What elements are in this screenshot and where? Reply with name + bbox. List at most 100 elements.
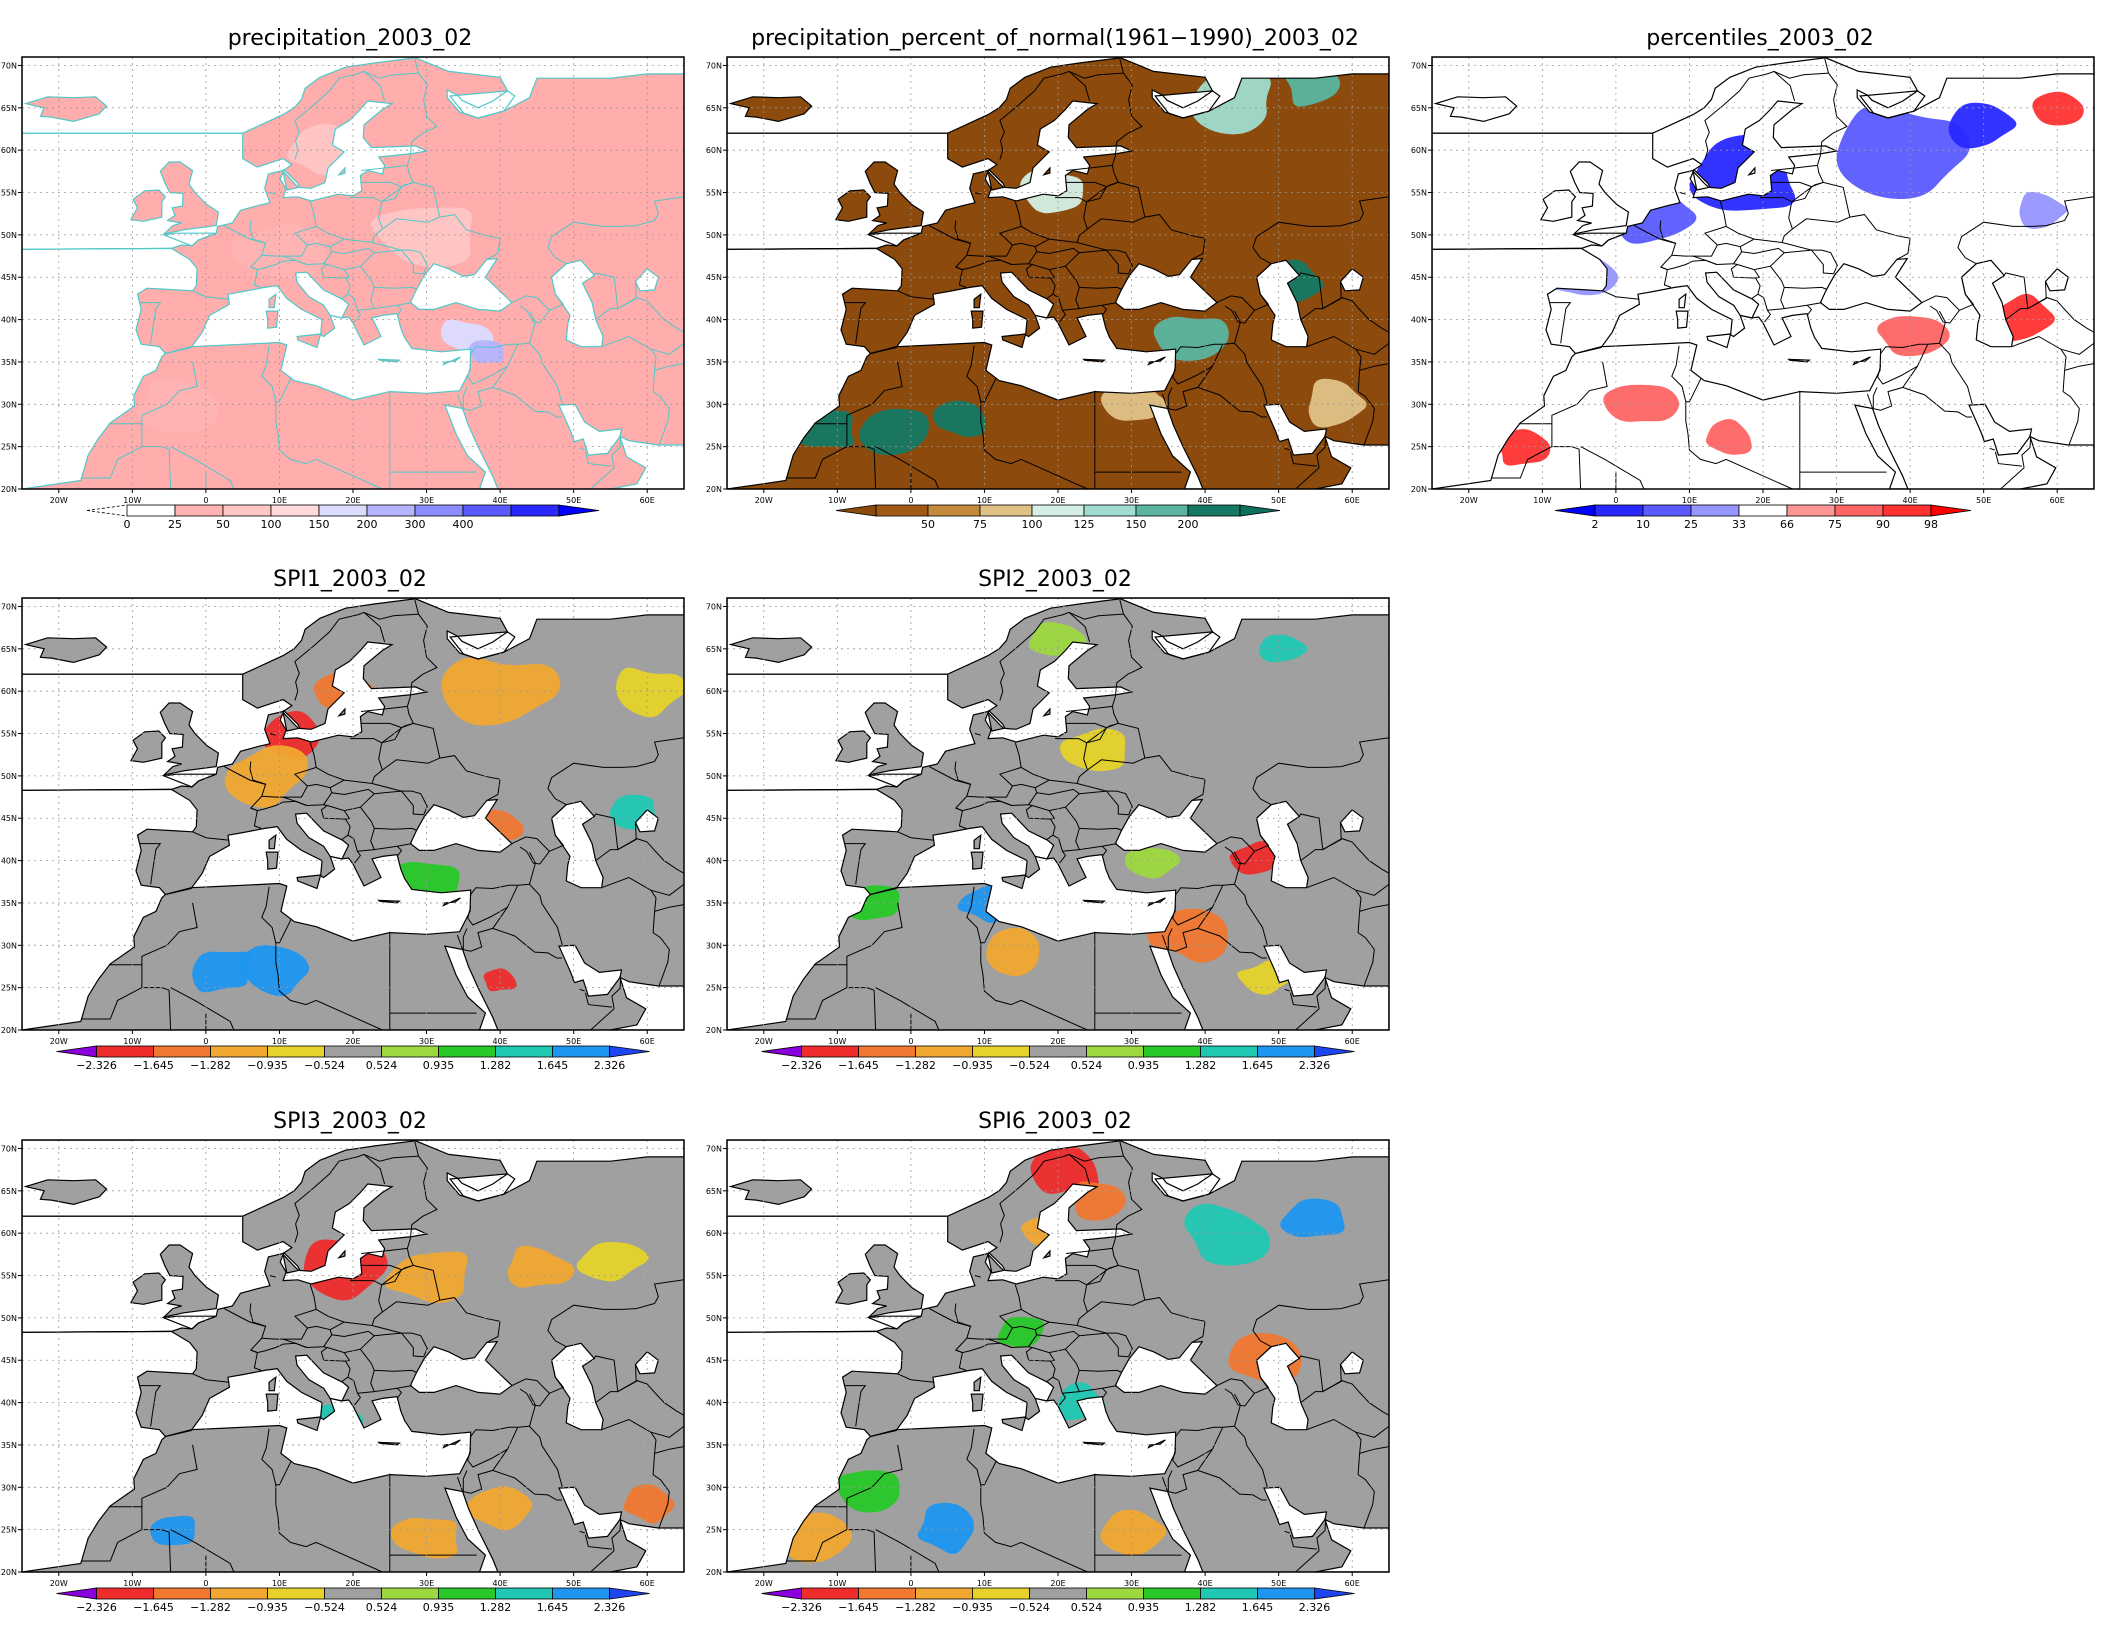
sea-caspian xyxy=(1256,801,1309,888)
country-border xyxy=(897,831,935,841)
colorbar-segment xyxy=(1786,504,1836,517)
country-border xyxy=(579,988,585,992)
land-sardinia xyxy=(265,310,279,329)
x-tick-label: 20W xyxy=(50,1579,68,1588)
land-zealand xyxy=(282,1252,300,1274)
country-border xyxy=(409,1141,438,1239)
land-sardinia xyxy=(970,310,984,329)
country-border xyxy=(1866,393,1874,409)
land-ireland xyxy=(129,1272,167,1305)
coastline-mediterranean xyxy=(165,285,472,401)
land-crete xyxy=(1082,1441,1106,1446)
water-bodies xyxy=(727,598,1389,1030)
country-border xyxy=(1295,467,1320,489)
x-tick-label: 30E xyxy=(419,1037,434,1046)
precipitation-map: 20W 10W 0 10E 20E 30E 40E 50E 60E 20N 25N 30N 35N 40N… xyxy=(1,56,685,531)
country-border xyxy=(396,845,403,856)
land-ireland xyxy=(834,730,872,763)
country-border xyxy=(966,345,982,402)
colorbar-right-arrow xyxy=(609,1045,650,1058)
coastline-aral xyxy=(1339,1350,1364,1375)
sea-black xyxy=(1115,1341,1217,1395)
y-tick-label: 60N xyxy=(1,687,17,696)
coastline-biscay_eng xyxy=(866,773,922,788)
y-tick-label: 30N xyxy=(706,941,722,950)
coastline-redsea xyxy=(443,404,499,489)
sea-arctic xyxy=(22,598,684,675)
country-border xyxy=(1062,611,1124,620)
land-corsica xyxy=(973,292,982,309)
colorbar-segment xyxy=(270,504,320,517)
country-border xyxy=(974,192,981,195)
anomaly-patch xyxy=(230,223,327,279)
anomaly-patch xyxy=(1705,418,1752,455)
country-border xyxy=(456,1476,464,1492)
y-tick-label: 30N xyxy=(1,1483,17,1492)
land-britain xyxy=(864,161,925,236)
coastline-black xyxy=(409,257,513,312)
coastline-aral xyxy=(634,1350,659,1375)
x-tick-label: 0 xyxy=(1613,496,1618,505)
colorbar-label: −0.935 xyxy=(247,1601,288,1614)
country-border xyxy=(511,1378,551,1407)
colorbar-label: 200 xyxy=(1178,518,1199,531)
coastline-aral xyxy=(634,808,659,833)
colorbar-segment xyxy=(972,1587,1030,1600)
country-border xyxy=(1880,310,1946,354)
colorbar-segment xyxy=(153,1045,211,1058)
x-tick-label: 20E xyxy=(345,1579,360,1588)
coastline-biscay_eng xyxy=(161,1315,217,1330)
country-border xyxy=(1034,238,1050,248)
anomaly-patch xyxy=(1603,384,1680,422)
colorbar-segment xyxy=(915,1045,973,1058)
colorbar-segment xyxy=(1135,504,1189,517)
country-border xyxy=(1101,1387,1108,1398)
y-tick-label: 20N xyxy=(706,1568,722,1577)
coastline-atlantic xyxy=(22,1330,198,1572)
colorbar-label: −0.524 xyxy=(304,1601,345,1614)
sea-arctic xyxy=(727,1140,1389,1217)
anomaly-patch xyxy=(1836,105,1970,200)
land-sicily xyxy=(1001,333,1027,349)
anomaly-patch xyxy=(859,408,929,456)
coastline-biscay_eng xyxy=(161,773,217,788)
y-tick-label: 40N xyxy=(706,1399,722,1408)
country-border xyxy=(1062,1153,1124,1162)
country-border xyxy=(1167,1448,1213,1494)
colorbar-label: 0.935 xyxy=(423,1059,455,1072)
colorbar-label: −0.524 xyxy=(304,1059,345,1072)
country-border xyxy=(846,446,877,489)
country-border xyxy=(357,1391,375,1394)
y-tick-label: 20N xyxy=(1,1026,17,1035)
sea-arctic xyxy=(22,1140,684,1217)
y-tick-label: 25N xyxy=(706,1526,722,1535)
colorbar-label: 0.524 xyxy=(366,1601,398,1614)
y-tick-label: 70N xyxy=(1411,61,1427,70)
land-britain xyxy=(864,1244,925,1319)
colorbar-segment xyxy=(915,1587,973,1600)
country-border xyxy=(611,436,622,468)
land-gotland xyxy=(337,1249,346,1259)
country-border xyxy=(897,1373,935,1383)
colorbar-segment xyxy=(222,504,272,517)
country-border xyxy=(954,761,972,785)
country-border xyxy=(170,446,235,489)
country-border xyxy=(1773,71,1796,102)
land-corsica xyxy=(1678,292,1687,309)
country-border xyxy=(1197,927,1267,959)
sea-biscay_eng xyxy=(164,1316,217,1329)
coastline-mediterranean xyxy=(870,1368,1177,1484)
country-border xyxy=(1028,247,1081,271)
colorbar-left-arrow xyxy=(56,1587,97,1600)
country-border xyxy=(360,1348,417,1373)
anomaly-patch xyxy=(1100,1509,1167,1556)
country-border xyxy=(1316,1519,1327,1551)
colorbar-segment xyxy=(1086,1587,1144,1600)
country-border xyxy=(250,1342,307,1354)
coastline-atlantic xyxy=(1432,247,1608,489)
country-border xyxy=(80,1444,198,1562)
land-cyprus xyxy=(442,897,461,907)
country-border xyxy=(269,733,276,736)
country-border xyxy=(1025,1347,1051,1362)
country-border xyxy=(1114,58,1143,156)
